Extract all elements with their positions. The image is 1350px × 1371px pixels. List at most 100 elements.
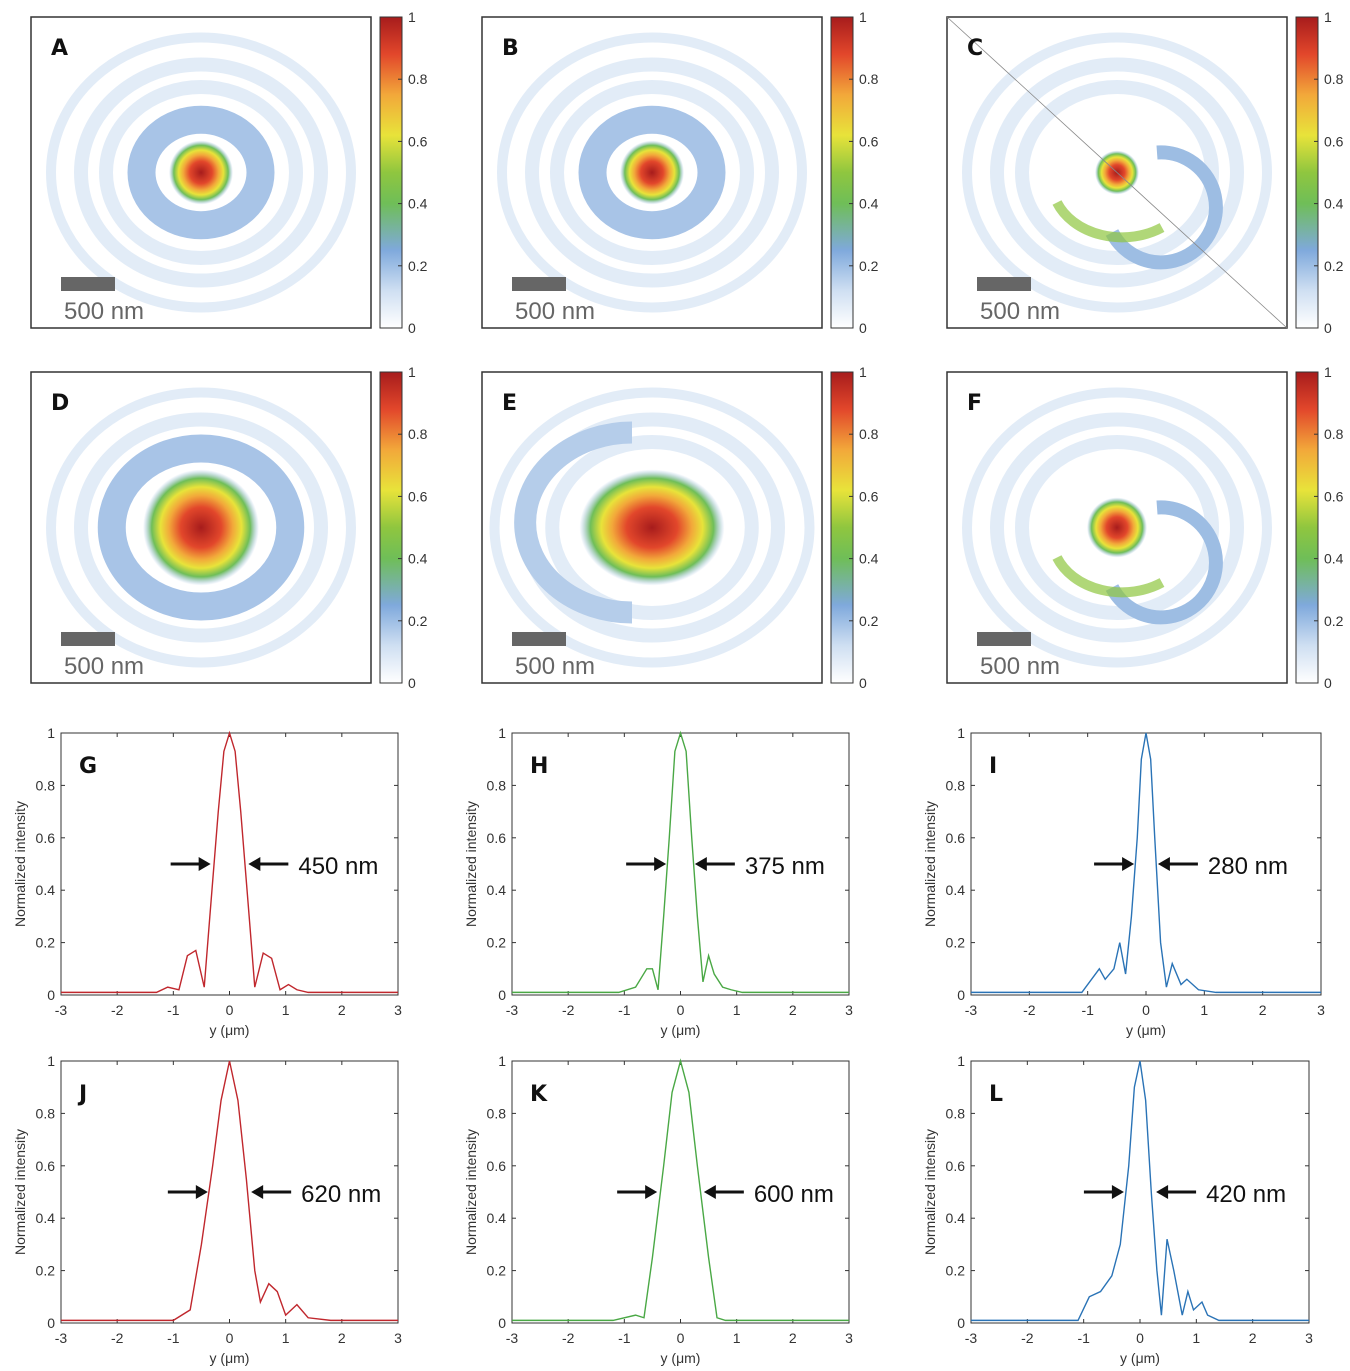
y-tick-label: 0.6: [946, 830, 966, 846]
y-tick-label: 0.2: [946, 1263, 966, 1279]
colorbar-tick-label: 1: [1324, 9, 1332, 25]
y-tick-label: 1: [498, 1053, 506, 1069]
x-axis-label: y (μm): [1120, 1350, 1160, 1366]
fwhm-label: 375 nm: [745, 853, 825, 880]
fwhm-arrowhead-right: [703, 1185, 716, 1199]
x-axis-label: y (μm): [661, 1022, 701, 1038]
map-panel-d: D 500 nm 0 0.2 0.4 0.6 0.8 1: [30, 364, 428, 691]
colorbar: [830, 371, 854, 684]
x-tick-label: 2: [1259, 1002, 1267, 1018]
colorbar-tick-label: 0.2: [408, 258, 428, 274]
x-tick-label: -3: [55, 1002, 68, 1018]
first-ring: [127, 105, 275, 240]
x-tick-label: 1: [1192, 1330, 1200, 1346]
colorbar-tick-label: 0.6: [859, 133, 879, 149]
y-tick-label: 0.2: [487, 935, 507, 951]
profile-line: [971, 732, 1321, 994]
y-tick-label: 0: [957, 987, 965, 1003]
first-ring: [1105, 145, 1223, 270]
fwhm-arrowhead-left: [1122, 857, 1135, 871]
y-axis-label: Normalized intensity: [12, 801, 28, 927]
scale-bar: [61, 632, 115, 646]
first-ring: [514, 421, 633, 624]
y-tick-label: 0: [47, 1315, 55, 1331]
profile-line: [61, 730, 398, 994]
plot-frame: [970, 732, 1322, 996]
plot-frame: [60, 1060, 399, 1324]
colorbar-tick-label: 0: [408, 675, 416, 691]
outer-ring: [46, 32, 356, 313]
y-tick-label: 0: [498, 1315, 506, 1331]
colorbar-tick-label: 0.8: [859, 71, 879, 87]
x-tick-label: 0: [677, 1330, 685, 1346]
y-tick-label: 0.4: [487, 1210, 507, 1226]
outer-ring: [990, 412, 1244, 643]
central-spot: [169, 140, 233, 205]
x-tick-label: 0: [1142, 1002, 1150, 1018]
outer-ring: [497, 32, 807, 313]
y-tick-label: 0.4: [36, 1210, 56, 1226]
y-tick-label: 0.8: [487, 777, 507, 793]
x-tick-label: 1: [733, 1002, 741, 1018]
x-tick-label: -3: [965, 1002, 978, 1018]
x-tick-label: -2: [562, 1002, 575, 1018]
y-tick-label: 0.8: [36, 1105, 56, 1121]
outer-ring: [550, 80, 754, 265]
x-tick-label: -2: [1023, 1002, 1036, 1018]
colorbar-tick-label: 0.2: [859, 613, 879, 629]
x-tick-label: 0: [226, 1002, 234, 1018]
x-tick-label: 0: [226, 1330, 234, 1346]
fwhm-label: 600 nm: [754, 1181, 834, 1208]
panel-label: G: [79, 754, 97, 779]
y-tick-label: 0.8: [36, 777, 56, 793]
scale-bar: [977, 632, 1031, 646]
x-tick-label: 1: [282, 1002, 290, 1018]
outer-ring: [525, 57, 779, 288]
profile-panel-k: -3 -2 -1 0 1 2 3 0 0.2 0.4 0.6 0.8 1 y (μm) Normalized…: [463, 1053, 853, 1366]
panel-label: D: [51, 391, 69, 416]
x-tick-label: -3: [506, 1330, 519, 1346]
y-tick-label: 0.8: [946, 777, 966, 793]
colorbar-tick-label: 0.8: [1324, 71, 1344, 87]
colorbar-tick-label: 0: [859, 320, 867, 336]
x-tick-label: 3: [1317, 1002, 1325, 1018]
profile-line: [61, 1060, 398, 1322]
outer-ring: [99, 80, 303, 265]
x-tick-label: 2: [789, 1002, 797, 1018]
y-tick-label: 0.6: [36, 1158, 56, 1174]
colorbar-tick-label: 0.2: [408, 613, 428, 629]
x-tick-label: 3: [394, 1002, 402, 1018]
profile-panel-j: -3 -2 -1 0 1 2 3 0 0.2 0.4 0.6 0.8 1 y (μm) Normalized…: [12, 1053, 402, 1366]
central-spot: [620, 140, 684, 205]
outer-ring: [489, 387, 815, 668]
spiral-arm: [1052, 200, 1165, 243]
colorbar-tick-label: 0.2: [859, 258, 879, 274]
x-tick-label: -1: [167, 1330, 180, 1346]
x-tick-label: -1: [1077, 1330, 1090, 1346]
x-axis-label: y (μm): [1126, 1022, 1166, 1038]
profile-panel-g: -3 -2 -1 0 1 2 3 0 0.2 0.4 0.6 0.8 1 y (μm) Normalized…: [12, 725, 402, 1038]
y-tick-label: 0.6: [946, 1158, 966, 1174]
colorbar-tick-label: 0.8: [859, 426, 879, 442]
scale-bar: [61, 277, 115, 291]
x-tick-label: -2: [1021, 1330, 1034, 1346]
y-tick-label: 0.2: [36, 1263, 56, 1279]
x-tick-label: -3: [55, 1330, 68, 1346]
map-panel-e: E 500 nm 0 0.2 0.4 0.6 0.8 1: [481, 364, 879, 691]
x-tick-label: 1: [1200, 1002, 1208, 1018]
outer-ring: [962, 32, 1272, 313]
y-tick-label: 0: [498, 987, 506, 1003]
colorbar-tick-label: 0.8: [1324, 426, 1344, 442]
outer-ring: [74, 412, 328, 643]
map-panel-f: F 500 nm 0 0.2 0.4 0.6 0.8 1: [946, 364, 1344, 691]
colorbar-tick-label: 0.8: [408, 426, 428, 442]
colorbar-tick-label: 0.4: [408, 196, 428, 212]
x-tick-label: -1: [618, 1002, 631, 1018]
colorbar-tick-label: 0.2: [1324, 613, 1344, 629]
colorbar-tick-label: 1: [1324, 364, 1332, 380]
colorbar-tick-label: 0: [1324, 675, 1332, 691]
colorbar-tick-label: 1: [859, 364, 867, 380]
panel-label: I: [989, 754, 997, 779]
colorbar-tick-label: 0.6: [408, 133, 428, 149]
